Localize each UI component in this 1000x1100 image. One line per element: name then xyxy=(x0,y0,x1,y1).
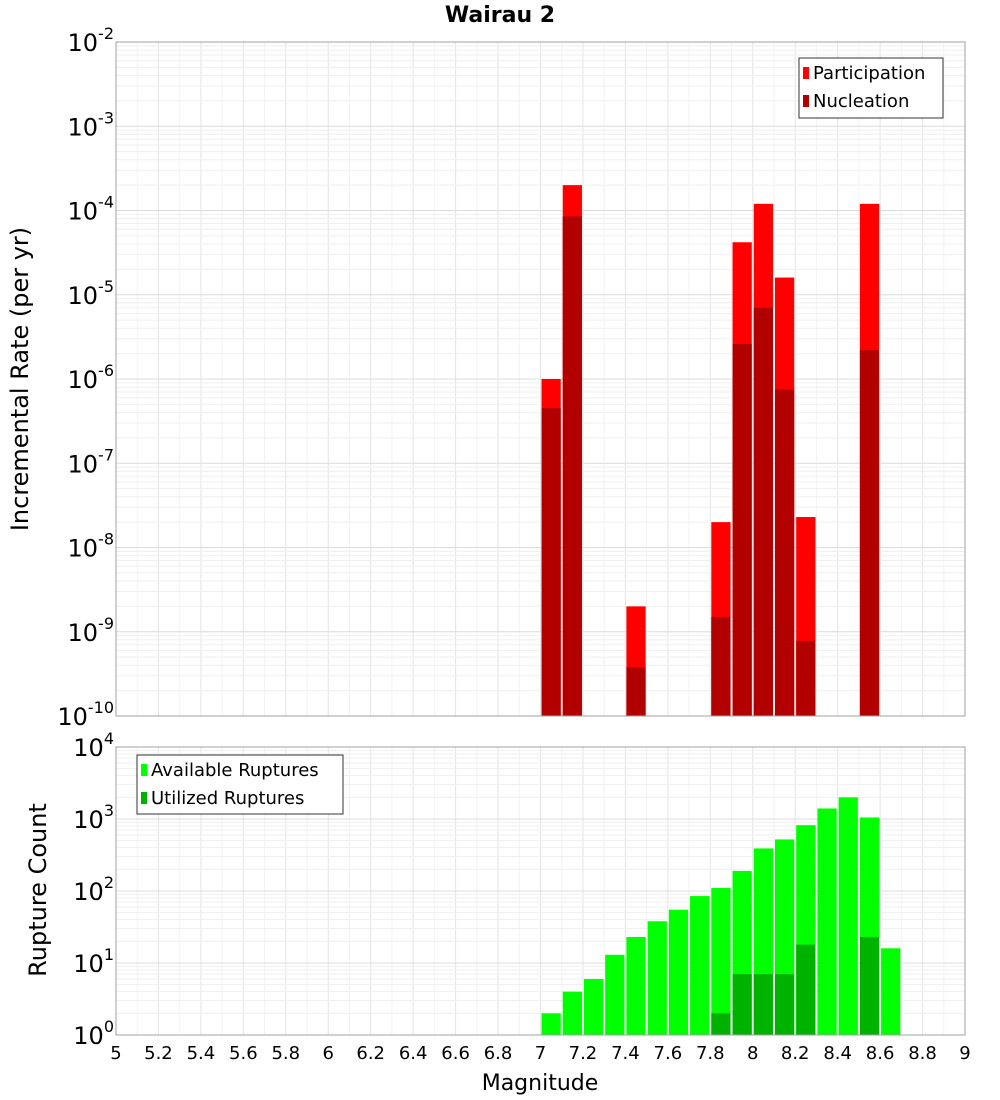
bar-nucleation xyxy=(711,616,731,716)
bar-available-ruptures xyxy=(817,808,837,1035)
x-tick-label: 8.6 xyxy=(866,1043,895,1064)
bar-nucleation xyxy=(859,350,880,716)
legend-label: Utilized Ruptures xyxy=(151,788,304,809)
x-tick-label: 6.6 xyxy=(441,1043,470,1064)
legend-label: Nucleation xyxy=(813,91,909,112)
legend-swatch xyxy=(803,95,809,107)
y-tick-label: 10-7 xyxy=(68,445,115,478)
y-tick-label: 10-6 xyxy=(68,361,115,394)
x-tick-label: 8 xyxy=(747,1043,758,1064)
rate-panel: 10-10 10-9 10-8 10-7 10-6 10-5 10-4 10-3 10-2 Par… xyxy=(57,24,966,731)
legend-swatch xyxy=(141,792,147,804)
bar-utilized-ruptures xyxy=(732,974,752,1035)
bar-available-ruptures xyxy=(647,921,667,1035)
chart-title: Wairau 2 xyxy=(445,3,555,28)
bar-nucleation xyxy=(732,344,752,716)
x-tick-label: 9 xyxy=(959,1043,970,1064)
bar-available-ruptures xyxy=(690,896,710,1035)
legend-swatch xyxy=(803,67,809,79)
x-tick-label: 5.4 xyxy=(187,1043,216,1064)
bar-nucleation xyxy=(541,408,561,716)
legend: Available Ruptures Utilized Ruptures xyxy=(136,754,344,815)
y-tick-label: 101 xyxy=(73,945,114,978)
rate-y-axis-label: Incremental Rate (per yr) xyxy=(6,227,34,531)
x-tick-label: 6.4 xyxy=(399,1043,428,1064)
bar-available-ruptures xyxy=(541,1013,561,1035)
y-tick-label: 102 xyxy=(73,873,114,906)
y-tick-label: 10-10 xyxy=(57,698,114,731)
count-y-axis-label: Rupture Count xyxy=(24,803,52,977)
rupture-count-panel: 100 101 102 103 104 5 5.2 5.4 5.6 5.8 6 6.2 6.4 6.6 6.… xyxy=(73,729,970,1064)
legend-label: Participation xyxy=(813,63,925,84)
x-tick-label: 8.4 xyxy=(823,1043,852,1064)
x-tick-label: 5 xyxy=(110,1043,121,1064)
bar-nucleation xyxy=(774,389,795,716)
x-tick-label: 5.8 xyxy=(271,1043,300,1064)
bar-nucleation xyxy=(753,307,773,716)
bar-utilized-ruptures xyxy=(753,974,773,1035)
y-tick-label: 10-5 xyxy=(68,277,115,310)
bar-available-ruptures xyxy=(605,954,625,1035)
legend-box xyxy=(136,754,344,815)
y-tick-label: 100 xyxy=(73,1017,114,1050)
y-tick-label: 10-9 xyxy=(68,614,115,647)
bar-utilized-ruptures xyxy=(796,944,816,1035)
x-tick-label: 7.6 xyxy=(654,1043,683,1064)
plot-frame xyxy=(115,746,966,1036)
y-tick-label: 103 xyxy=(73,801,114,834)
x-tick-label: 5.6 xyxy=(229,1043,258,1064)
bar-utilized-ruptures xyxy=(859,936,880,1035)
bar-available-ruptures xyxy=(626,936,646,1035)
legend-swatch xyxy=(141,764,147,776)
y-tick-label: 10-8 xyxy=(68,530,115,563)
bar-available-ruptures xyxy=(668,909,689,1035)
bar-utilized-ruptures xyxy=(711,1013,731,1035)
bar-nucleation xyxy=(796,640,816,716)
y-tick-label: 10-4 xyxy=(68,193,115,226)
x-tick-label: 7 xyxy=(535,1043,546,1064)
x-tick-label: 8.2 xyxy=(781,1043,810,1064)
legend: Participation Nucleation xyxy=(798,57,944,119)
bar-nucleation xyxy=(626,667,646,716)
plot-frame xyxy=(115,41,966,717)
y-tick-label: 10-2 xyxy=(68,24,115,57)
x-tick-label: 7.8 xyxy=(696,1043,725,1064)
x-tick-label: 6 xyxy=(323,1043,334,1064)
x-tick-label: 7.2 xyxy=(569,1043,598,1064)
y-tick-label: 10-3 xyxy=(68,108,115,141)
bar-available-ruptures xyxy=(881,948,901,1035)
bar-available-ruptures xyxy=(562,991,582,1035)
bar-available-ruptures xyxy=(838,797,858,1035)
legend-box xyxy=(798,57,944,119)
x-tick-label: 8.8 xyxy=(908,1043,937,1064)
bar-available-ruptures xyxy=(711,888,731,1035)
x-tick-label: 6.2 xyxy=(356,1043,385,1064)
bar-utilized-ruptures xyxy=(774,974,795,1035)
bar-available-ruptures xyxy=(583,978,604,1035)
x-axis-label: Magnitude xyxy=(482,1071,599,1096)
y-tick-label: 104 xyxy=(73,729,114,762)
x-tick-label: 6.8 xyxy=(484,1043,513,1064)
bar-nucleation xyxy=(562,216,582,716)
x-tick-label: 5.2 xyxy=(144,1043,173,1064)
legend-label: Available Ruptures xyxy=(151,760,319,781)
x-tick-label: 7.4 xyxy=(611,1043,640,1064)
